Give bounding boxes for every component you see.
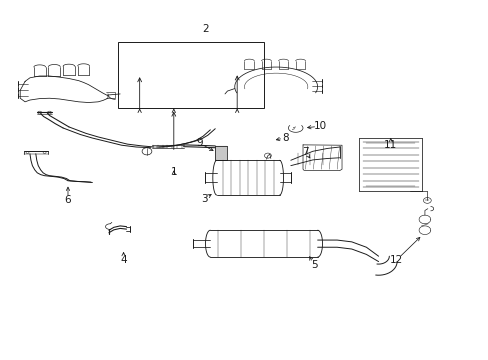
Text: 9: 9: [196, 138, 203, 148]
Text: 12: 12: [389, 255, 403, 265]
Text: 4: 4: [120, 255, 126, 265]
Text: 5: 5: [310, 260, 317, 270]
Text: 11: 11: [384, 140, 397, 150]
Text: 1: 1: [170, 167, 177, 177]
Text: 10: 10: [313, 121, 326, 131]
Text: 2: 2: [202, 24, 208, 35]
Text: 8: 8: [282, 133, 289, 143]
Text: 7: 7: [302, 147, 308, 157]
Text: 3: 3: [201, 194, 207, 204]
Bar: [118, 42, 264, 108]
Text: 6: 6: [64, 195, 71, 206]
